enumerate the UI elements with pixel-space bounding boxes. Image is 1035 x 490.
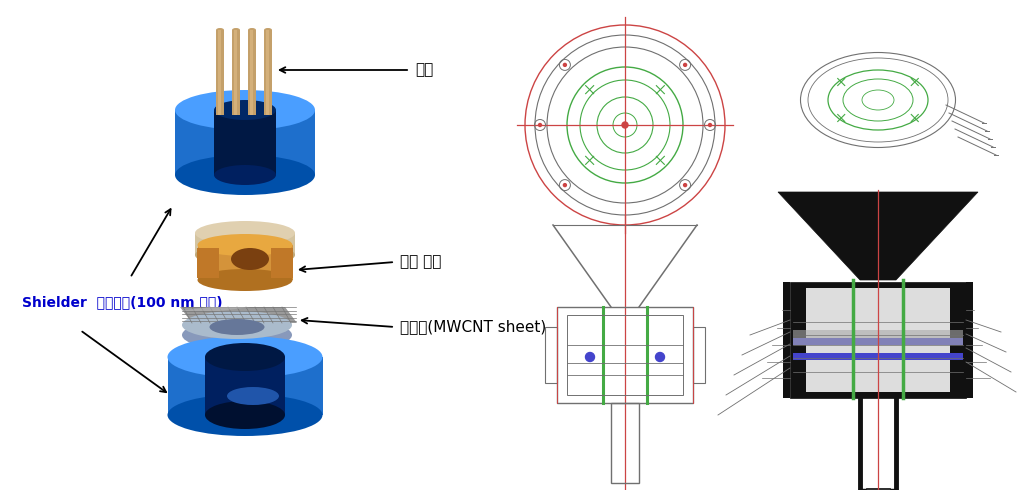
Bar [567,315,683,395]
Bar [793,338,963,345]
Text: 전극: 전극 [415,63,434,77]
Ellipse shape [248,28,256,32]
Bar [693,327,705,383]
Circle shape [538,123,541,126]
Ellipse shape [195,221,295,245]
Bar [271,248,293,278]
Circle shape [683,63,686,67]
Circle shape [709,123,711,126]
Bar [806,288,950,392]
Ellipse shape [227,387,279,405]
Bar [195,233,295,255]
Ellipse shape [168,394,323,436]
Ellipse shape [198,234,293,256]
Bar [793,353,963,360]
Bar [197,248,219,278]
Ellipse shape [232,28,240,32]
Bar [168,357,323,415]
Text: 내부 전극: 내부 전극 [400,254,441,270]
Bar [214,110,276,175]
Bar [966,282,973,398]
Text: Shielder  다공성판(100 nm 이상): Shielder 다공성판(100 nm 이상) [22,295,223,309]
Bar [205,357,285,415]
Bar [234,30,237,115]
Bar [866,488,890,490]
Circle shape [683,184,686,187]
Ellipse shape [198,269,293,291]
Bar [216,30,224,115]
Bar [175,110,315,175]
Bar [783,282,790,398]
Bar [248,30,256,115]
Circle shape [563,184,566,187]
Ellipse shape [175,155,315,195]
Circle shape [586,352,594,362]
Ellipse shape [205,401,285,429]
Ellipse shape [168,336,323,378]
Bar [545,327,557,383]
Bar [250,30,253,115]
Bar [264,30,272,115]
Ellipse shape [214,165,276,185]
Bar [218,30,221,115]
Ellipse shape [182,320,292,350]
Bar [232,30,240,115]
Ellipse shape [216,28,224,32]
Circle shape [622,122,628,128]
Polygon shape [778,192,978,280]
Ellipse shape [231,248,269,270]
Ellipse shape [182,311,292,339]
Ellipse shape [264,28,272,32]
Text: 나노웹(MWCNT sheet): 나노웹(MWCNT sheet) [400,319,546,335]
Bar [611,403,639,483]
Bar [198,245,293,280]
Circle shape [655,352,664,362]
Ellipse shape [205,343,285,371]
Ellipse shape [214,100,276,120]
Bar [557,307,693,403]
Bar [266,30,269,115]
Ellipse shape [209,319,265,335]
Polygon shape [180,307,250,311]
Circle shape [563,63,566,67]
Polygon shape [180,307,297,323]
Bar [790,282,966,398]
Ellipse shape [175,90,315,130]
Bar [793,330,963,345]
Ellipse shape [195,243,295,267]
